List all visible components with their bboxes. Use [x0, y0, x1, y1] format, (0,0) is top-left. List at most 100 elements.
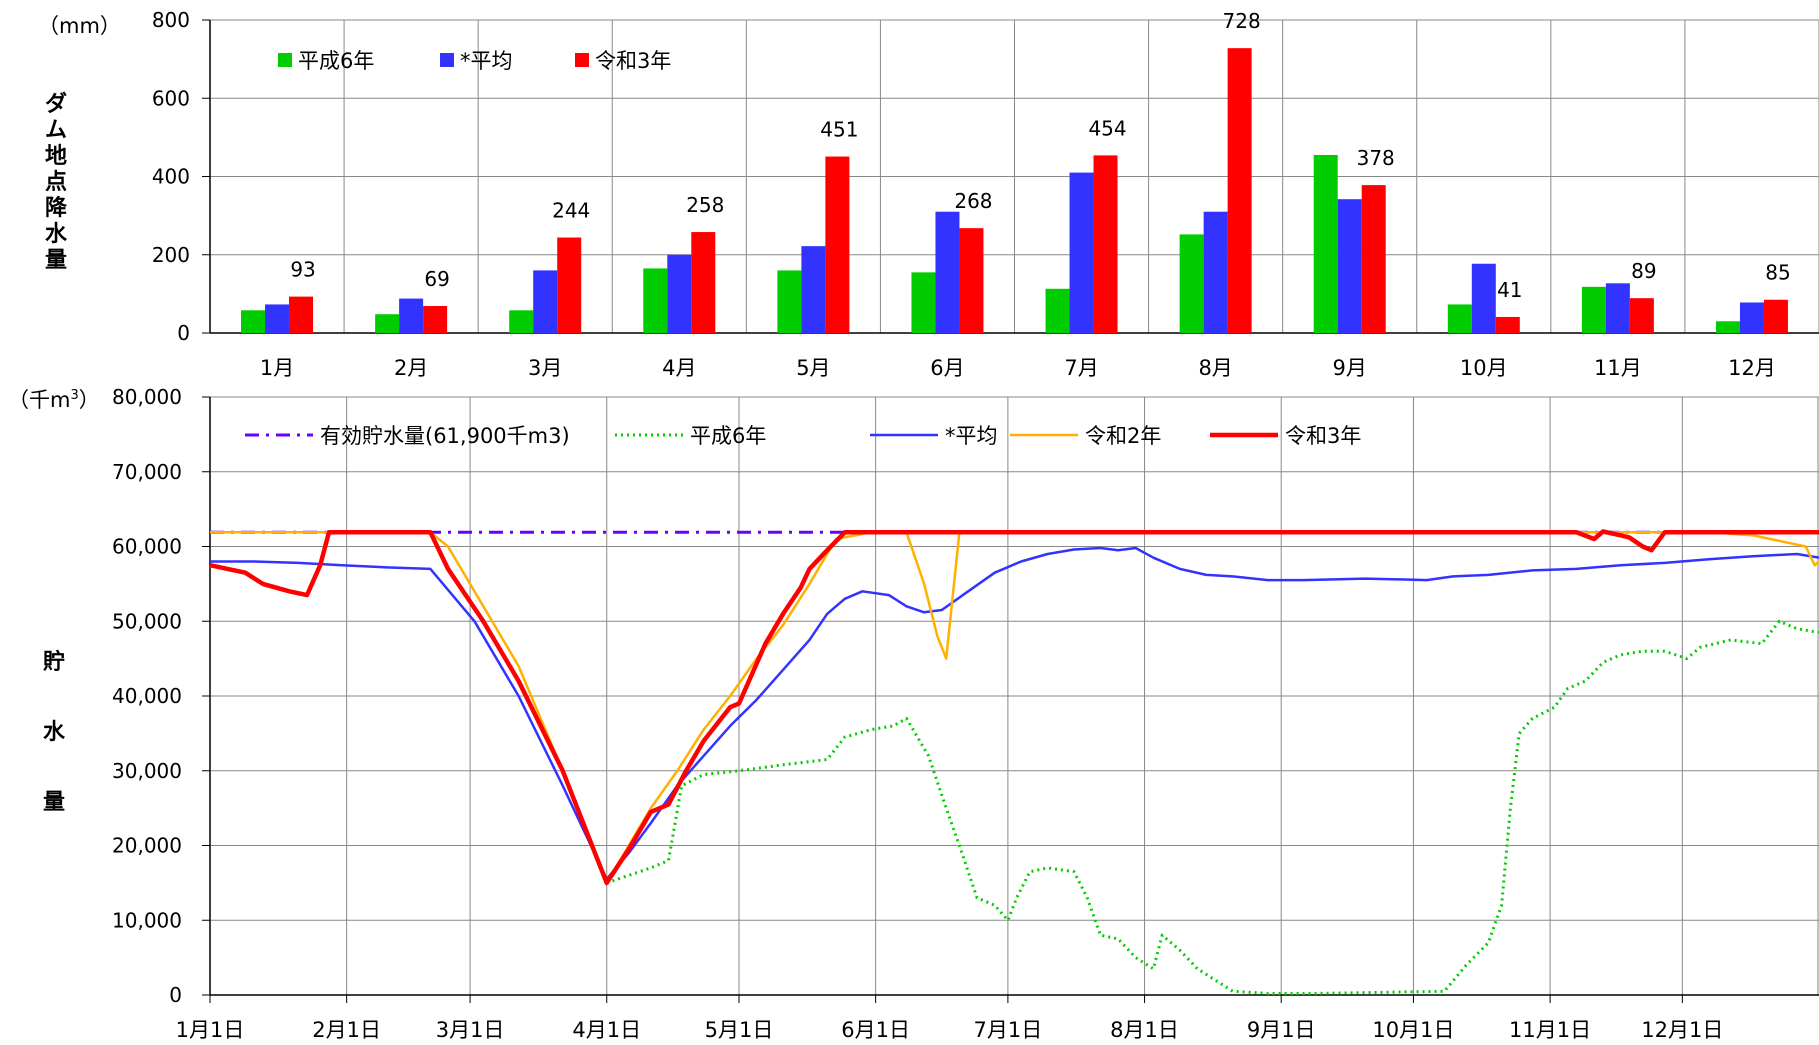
bar-0 — [375, 314, 400, 333]
bottom-x-tick-label: 2月1日 — [312, 1018, 381, 1042]
bar-data-label: 41 — [1497, 278, 1522, 302]
bottom-y-tick-label: 80,000 — [112, 385, 182, 409]
bar-2 — [959, 228, 984, 333]
bottom-x-tick-label: 9月1日 — [1247, 1018, 1316, 1042]
bottom-legend-label: 有効貯水量(61,900千m3) — [320, 424, 570, 448]
bar-1 — [1739, 302, 1764, 333]
axis-title-char: 水 — [42, 720, 65, 745]
bar-1 — [667, 254, 692, 333]
top-x-tick-label: 12月 — [1728, 356, 1776, 380]
series-line-3 — [210, 531, 1819, 885]
axis-title-char: ダ — [44, 92, 67, 117]
bottom-y-tick-label: 10,000 — [112, 908, 182, 932]
axis-title-char: 地 — [44, 144, 67, 169]
bottom-x-tick-label: 8月1日 — [1110, 1018, 1179, 1042]
bar-1 — [533, 270, 558, 333]
bottom-y-tick-label: 40,000 — [112, 684, 182, 708]
top-x-tick-label: 6月 — [930, 356, 964, 380]
bottom-legend-label: 令和2年 — [1085, 424, 1161, 448]
bottom-x-tick-label: 6月1日 — [841, 1018, 910, 1042]
bar-0 — [1313, 154, 1338, 333]
bottom-x-tick-label: 11月1日 — [1509, 1018, 1591, 1042]
bottom-x-tick-label: 1月1日 — [176, 1018, 245, 1042]
bar-1 — [1471, 263, 1496, 333]
top-x-tick-label: 3月 — [528, 356, 562, 380]
bottom-legend-label: 令和3年 — [1285, 424, 1361, 448]
bar-2 — [1495, 316, 1520, 333]
bar-data-label: 89 — [1631, 259, 1656, 283]
bar-2 — [825, 156, 850, 333]
bar-0 — [911, 272, 936, 333]
bar-1 — [935, 211, 960, 333]
bar-2 — [691, 232, 716, 333]
bar-0 — [241, 310, 266, 333]
bar-0 — [1045, 288, 1070, 333]
bottom-legend-label: 平成6年 — [690, 424, 766, 448]
bar-0 — [643, 268, 668, 333]
bar-2 — [1629, 298, 1654, 333]
top-legend-label: *平均 — [460, 49, 513, 73]
bottom-x-tick-label: 5月1日 — [705, 1018, 774, 1042]
bar-data-label: 378 — [1357, 146, 1395, 170]
top-legend-swatch — [440, 53, 454, 67]
bar-data-label: 728 — [1223, 9, 1261, 33]
top-legend-swatch — [278, 53, 292, 67]
bar-0 — [1715, 321, 1740, 333]
top-y-tick-label: 600 — [152, 86, 190, 110]
top-x-tick-label: 7月 — [1064, 356, 1098, 380]
bottom-y-tick-label: 70,000 — [112, 460, 182, 484]
top-x-tick-label: 2月 — [394, 356, 428, 380]
bottom-y-axis-title: 貯水量 — [40, 628, 68, 838]
axis-title-char: 降 — [44, 196, 67, 221]
top-unit-label: （mm） — [38, 14, 121, 38]
series-line-2 — [210, 546, 1819, 881]
bar-data-label: 93 — [290, 258, 315, 282]
top-legend-swatch — [575, 53, 589, 67]
bar-2 — [1361, 185, 1386, 333]
bar-0 — [509, 310, 534, 333]
axis-title-char: 点 — [44, 170, 67, 195]
top-legend-label: 平成6年 — [298, 49, 374, 73]
axis-title-char: 貯 — [42, 650, 65, 675]
bottom-y-tick-label: 50,000 — [112, 609, 182, 633]
bottom-unit-suffix: ） — [78, 388, 100, 412]
top-x-tick-label: 1月 — [260, 356, 294, 380]
bar-2 — [1227, 48, 1252, 334]
bar-2 — [289, 296, 314, 333]
bottom-x-tick-label: 10月1日 — [1372, 1018, 1454, 1042]
bar-1 — [399, 298, 424, 333]
top-x-tick-label: 10月 — [1460, 356, 1508, 380]
bottom-y-tick-label: 60,000 — [112, 535, 182, 559]
bar-0 — [1581, 286, 1606, 333]
bottom-y-tick-label: 30,000 — [112, 759, 182, 783]
bar-data-label: 268 — [954, 189, 992, 213]
bottom-unit-sup: 3 — [70, 388, 79, 403]
bar-data-label: 69 — [424, 267, 449, 291]
axis-title-char: ム — [44, 118, 67, 143]
top-y-tick-label: 0 — [177, 321, 190, 345]
axis-title-char: 量 — [42, 790, 65, 815]
bar-1 — [1069, 172, 1094, 333]
bar-2 — [1093, 155, 1118, 333]
bar-1 — [1203, 211, 1228, 333]
bottom-x-tick-label: 7月1日 — [974, 1018, 1043, 1042]
bar-0 — [1179, 234, 1204, 333]
bar-data-label: 258 — [686, 193, 724, 217]
bottom-unit-prefix: （千m — [8, 388, 71, 412]
bar-data-label: 244 — [552, 199, 590, 223]
bar-data-label: 85 — [1765, 261, 1790, 285]
axis-title-char: 量 — [44, 248, 67, 273]
bottom-x-tick-label: 4月1日 — [572, 1018, 641, 1042]
top-y-tick-label: 400 — [152, 165, 190, 189]
top-y-tick-label: 200 — [152, 243, 190, 267]
bar-1 — [265, 304, 290, 333]
bottom-y-tick-label: 20,000 — [112, 834, 182, 858]
bar-data-label: 451 — [820, 118, 858, 142]
bottom-legend-label: *平均 — [945, 424, 998, 448]
top-x-tick-label: 8月 — [1198, 356, 1232, 380]
top-x-tick-label: 5月 — [796, 356, 830, 380]
bar-2 — [423, 306, 448, 333]
bar-0 — [1447, 304, 1472, 333]
axis-title-char: 水 — [44, 222, 67, 247]
bar-2 — [557, 237, 582, 333]
